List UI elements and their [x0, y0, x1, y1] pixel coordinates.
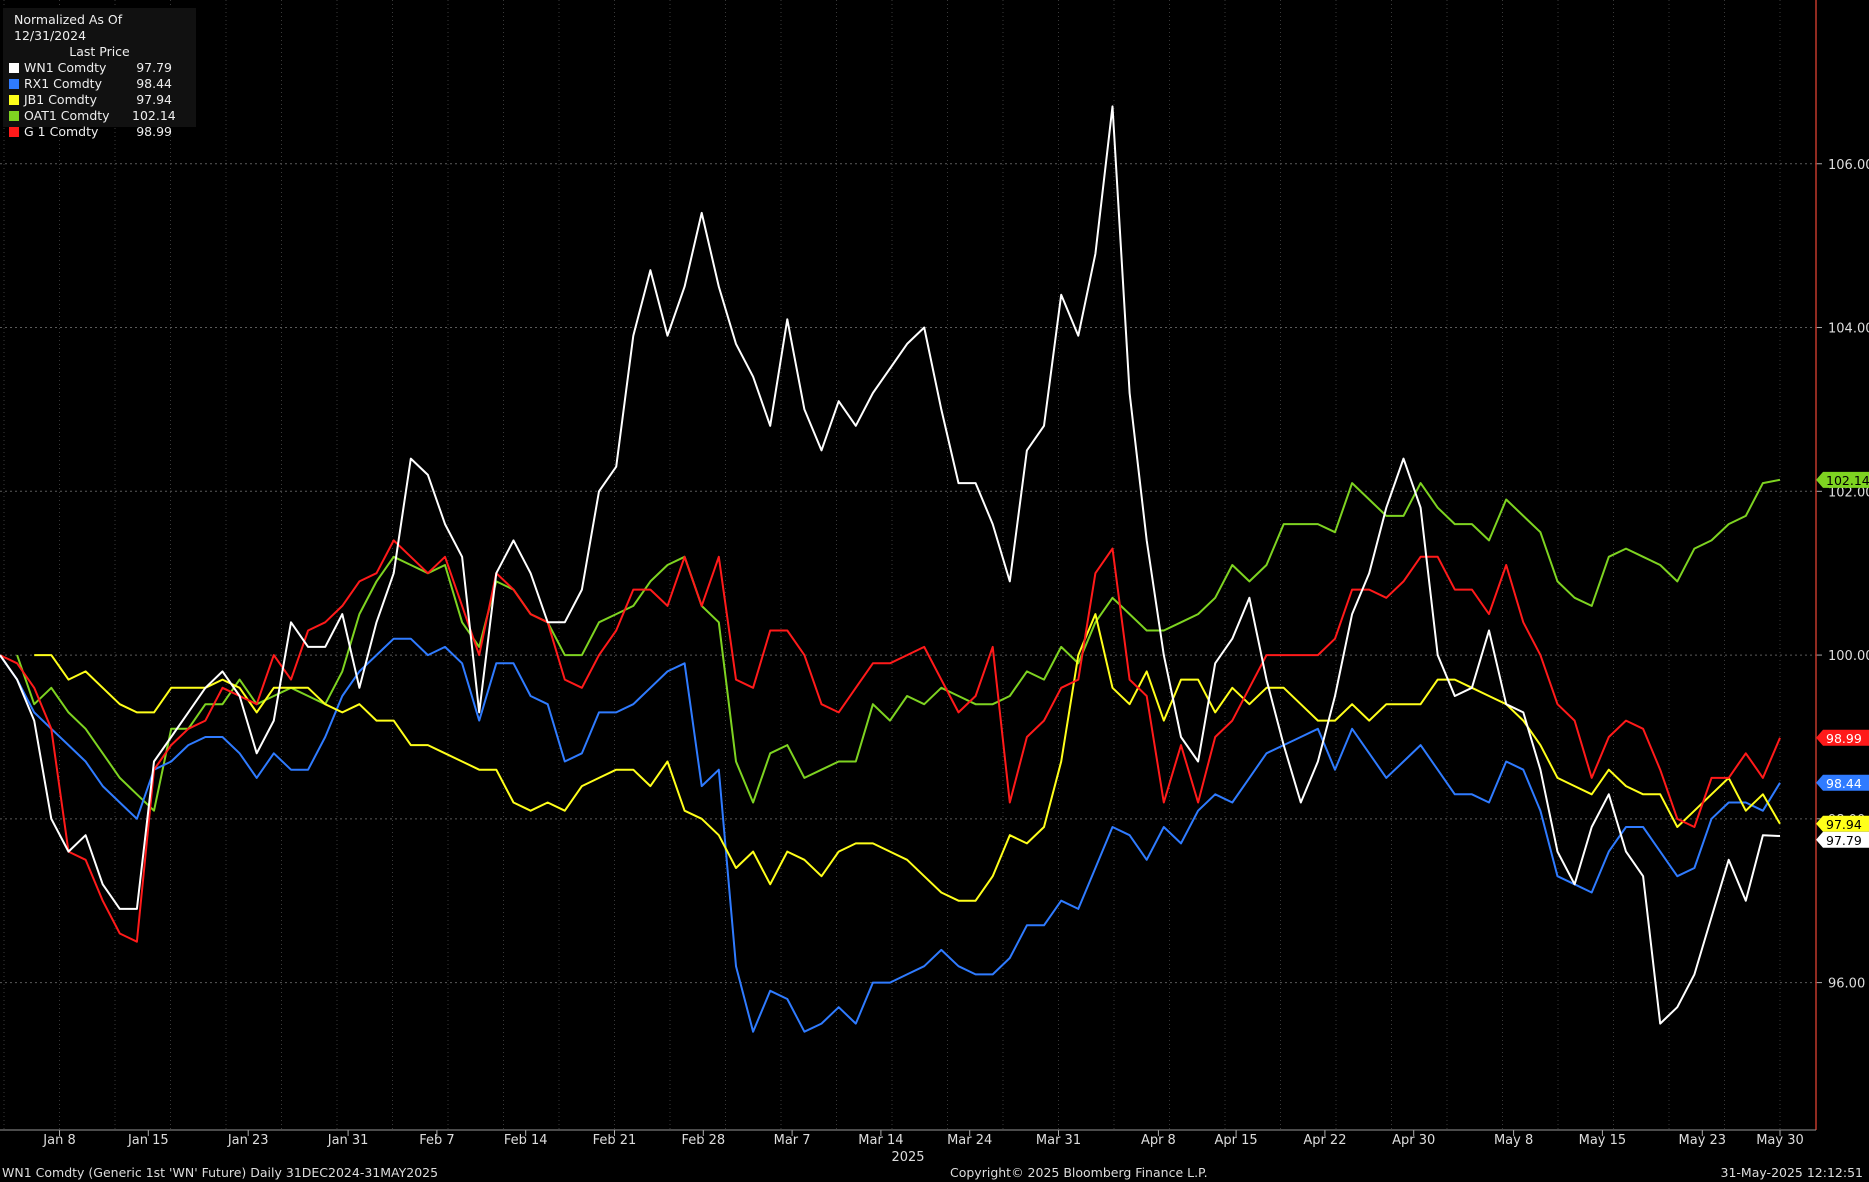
end-label-tag	[1816, 729, 1869, 746]
footer-security-description: WN1 Comdty (Generic 1st 'WN' Future) Dai…	[2, 1165, 439, 1180]
legend-header: Normalized As Of 12/31/2024	[14, 12, 123, 43]
legend-item: JB1 Comdty 97.94	[9, 92, 190, 108]
legend-swatch	[9, 79, 19, 89]
legend-item: WN1 Comdty 97.79	[9, 60, 190, 76]
chart-grid	[0, 0, 1816, 1130]
y-tick-label: 100.00	[1828, 649, 1869, 664]
end-label-value: 97.94	[1826, 817, 1862, 832]
x-tick-label: Mar 31	[1036, 1133, 1081, 1148]
x-year-label: 2025	[891, 1150, 924, 1165]
legend-swatch	[9, 95, 19, 105]
x-tick-label: Apr 15	[1215, 1133, 1258, 1148]
legend-item-name: WN1 Comdty	[24, 60, 107, 75]
x-tick-label: May 23	[1679, 1133, 1727, 1148]
end-label-value: 97.79	[1826, 833, 1862, 848]
chart-legend: Normalized As Of 12/31/2024 Last Price W…	[3, 8, 196, 139]
legend-item-name: JB1 Comdty	[24, 92, 97, 107]
x-tick-label: Feb 21	[593, 1133, 637, 1148]
legend-item-value: 98.44	[136, 76, 172, 91]
legend-item-value: 102.14	[132, 108, 176, 123]
x-tick-label: Apr 8	[1141, 1133, 1176, 1148]
legend-item: OAT1 Comdty 102.14	[9, 108, 190, 124]
series-line-wn1-comdty	[0, 105, 1781, 1025]
legend-swatch	[9, 111, 19, 121]
legend-item: RX1 Comdty 98.44	[9, 76, 190, 92]
legend-item-value: 98.99	[136, 124, 172, 139]
y-tick-label: 106.00	[1828, 158, 1869, 173]
x-tick-label: Mar 7	[774, 1133, 811, 1148]
end-label-tag	[1816, 831, 1869, 848]
x-tick-label: May 8	[1494, 1133, 1533, 1148]
legend-subheader: Last Price	[69, 44, 130, 59]
footer-timestamp: 31-May-2025 12:12:51	[1720, 1165, 1863, 1180]
series-line-g-1-comdty	[0, 539, 1781, 943]
legend-item-name: OAT1 Comdty	[24, 108, 110, 123]
x-tick-label: Jan 23	[227, 1133, 269, 1148]
end-label-tag	[1816, 774, 1869, 791]
legend-item: G 1 Comdty 98.99	[9, 124, 190, 140]
x-tick-label: May 30	[1756, 1133, 1804, 1148]
y-tick-label: 96.00	[1828, 977, 1865, 992]
series-line-rx1-comdty	[0, 637, 1781, 1033]
x-tick-label: May 15	[1579, 1133, 1627, 1148]
end-label-tag	[1816, 815, 1869, 832]
legend-item-value: 97.94	[136, 92, 172, 107]
x-tick-label: Feb 28	[681, 1133, 725, 1148]
x-tick-label: Jan 15	[127, 1133, 169, 1148]
chart-series	[0, 105, 1781, 1033]
y-tick-label: 102.00	[1828, 485, 1869, 500]
series-line-oat1-comdty	[16, 478, 1781, 812]
end-label-value: 98.99	[1826, 731, 1862, 746]
x-tick-label: Feb 14	[504, 1133, 548, 1148]
end-label-value: 98.44	[1826, 776, 1862, 791]
legend-item-name: G 1 Comdty	[24, 124, 99, 139]
end-label-value: 102.14	[1826, 473, 1869, 488]
legend-item-name: RX1 Comdty	[24, 76, 102, 91]
x-tick-label: Jan 8	[42, 1133, 75, 1148]
y-tick-label: 104.00	[1828, 322, 1869, 337]
footer-copyright: Copyright© 2025 Bloomberg Finance L.P.	[950, 1165, 1208, 1180]
x-tick-label: Apr 22	[1303, 1133, 1346, 1148]
legend-swatch	[9, 63, 19, 73]
x-tick-label: Apr 30	[1392, 1133, 1435, 1148]
x-tick-label: Mar 14	[858, 1133, 903, 1148]
x-tick-label: Jan 31	[327, 1133, 369, 1148]
end-label-tag	[1816, 471, 1869, 488]
legend-item-value: 97.79	[136, 60, 172, 75]
legend-swatch	[9, 127, 19, 137]
x-tick-label: Feb 7	[419, 1133, 454, 1148]
series-line-jb1-comdty	[34, 613, 1781, 902]
x-tick-label: Mar 24	[947, 1133, 992, 1148]
